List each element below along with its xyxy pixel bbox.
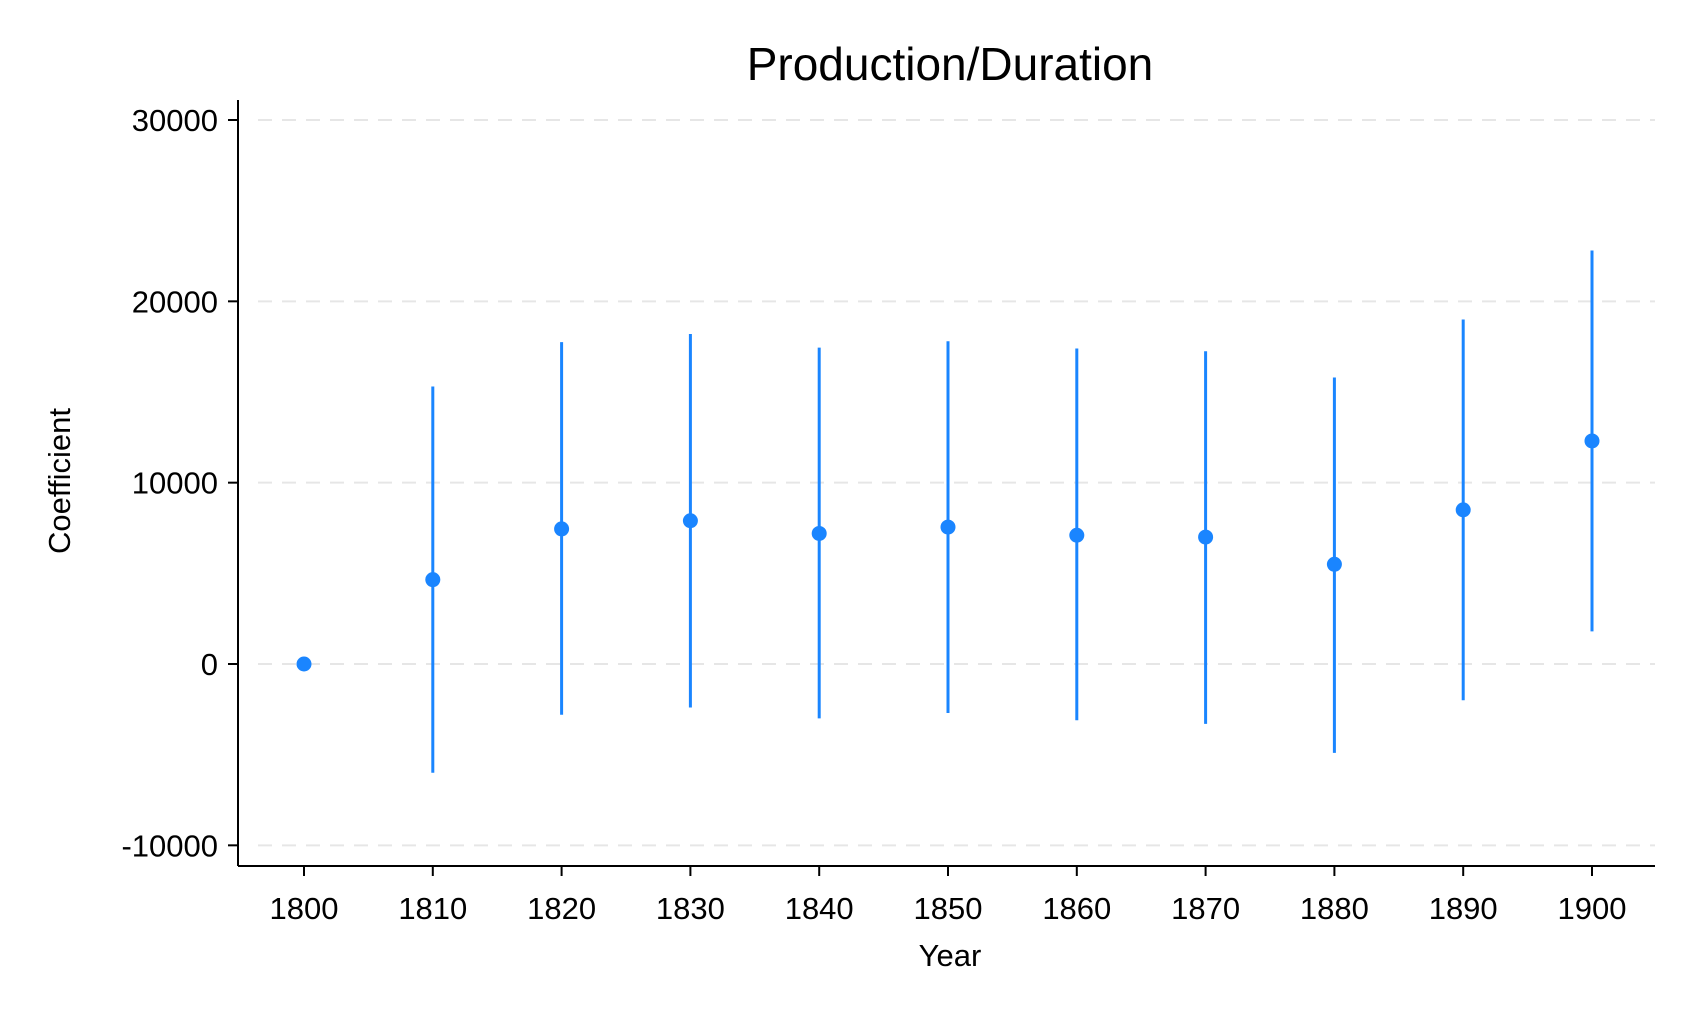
chart-title: Production/Duration — [747, 38, 1154, 90]
y-tick-label: 0 — [201, 647, 218, 682]
y-axis-title: Coefficient — [42, 408, 77, 554]
x-tick-label: 1890 — [1429, 891, 1498, 926]
coef-point-1830 — [682, 513, 698, 529]
coef-point-1890 — [1455, 502, 1471, 518]
y-tick-label: 10000 — [132, 466, 218, 501]
x-tick-label: 1810 — [398, 891, 467, 926]
coef-point-1800 — [296, 656, 312, 672]
coef-point-1850 — [940, 519, 956, 535]
coef-point-1820 — [554, 521, 570, 537]
coefficient-points — [296, 433, 1600, 672]
grid-lines — [258, 119, 1655, 847]
x-axis-title: Year — [919, 938, 982, 973]
x-tick-label: 1820 — [527, 891, 596, 926]
coef-point-1810 — [425, 572, 441, 588]
x-tick-label: 1860 — [1042, 891, 1111, 926]
x-tick-label: 1840 — [785, 891, 854, 926]
x-tick-label: 1830 — [656, 891, 725, 926]
x-tick-label: 1880 — [1300, 891, 1369, 926]
y-tick-label: 20000 — [132, 284, 218, 319]
coef-point-1870 — [1198, 529, 1214, 545]
y-tick-label: -10000 — [121, 828, 218, 863]
x-tick-label: 1900 — [1558, 891, 1627, 926]
axes — [228, 100, 1655, 876]
coef-point-1860 — [1069, 527, 1085, 543]
coef-point-1880 — [1326, 556, 1342, 572]
x-tick-label: 1800 — [270, 891, 339, 926]
coef-point-1840 — [811, 525, 827, 541]
coef-point-1900 — [1584, 433, 1600, 449]
confidence-intervals — [431, 250, 1594, 773]
x-tick-label: 1870 — [1171, 891, 1240, 926]
x-tick-label: 1850 — [914, 891, 983, 926]
tick-labels: -10000 0 10000 20000 30000 1800 1810 1820 1830 18… — [121, 103, 1626, 926]
y-tick-label: 30000 — [132, 103, 218, 138]
